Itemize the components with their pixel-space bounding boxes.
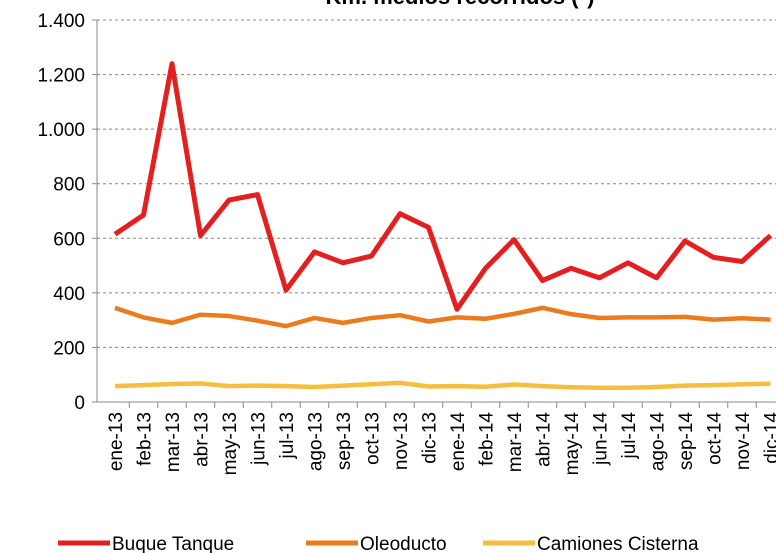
x-tick-label: jul-14: [619, 412, 640, 460]
x-tick-label: sep-14: [676, 412, 697, 471]
x-tick-label: sep-13: [334, 412, 355, 470]
y-tick-label: 1.200: [37, 66, 85, 87]
x-tick-label: ene-14: [448, 412, 469, 472]
y-tick-label: 0: [74, 393, 85, 414]
series-line: [113, 61, 773, 312]
y-tick-label: 1.400: [37, 11, 85, 32]
x-tick-label: jun-13: [249, 412, 270, 466]
x-tick-label: dic-13: [420, 412, 441, 464]
x-tick-label: mar-13: [163, 412, 184, 472]
x-tick-label: jun-14: [591, 412, 612, 466]
y-tick-label: 1.000: [37, 120, 85, 141]
legend-label: Camiones Cisterna: [537, 534, 699, 553]
legend-label: Oleoducto: [360, 534, 447, 553]
x-tick-label: ene-13: [106, 412, 127, 471]
x-tick-label: may-13: [220, 412, 241, 475]
x-tick-label: nov-14: [733, 412, 754, 471]
x-tick-label: may-14: [562, 412, 583, 476]
x-tick-label: ago-14: [648, 412, 669, 472]
y-tick-label: 800: [53, 175, 85, 196]
y-tick-label: 200: [53, 338, 85, 359]
x-tick-label: oct-13: [363, 412, 384, 465]
y-tick-label: 400: [53, 284, 85, 305]
y-tick-label: 600: [53, 229, 85, 250]
x-tick-label: mar-14: [505, 412, 526, 473]
x-tick-label: feb-14: [477, 412, 498, 466]
x-tick-label: abr-14: [534, 412, 555, 467]
legend-label: Buque Tanque: [112, 534, 234, 553]
x-tick-label: abr-13: [192, 412, 213, 467]
x-tick-label: feb-13: [135, 412, 156, 466]
x-tick-label: nov-13: [391, 412, 412, 470]
x-tick-label: ago-13: [306, 412, 327, 471]
series-line: [114, 380, 771, 391]
x-tick-label: jul-13: [277, 412, 298, 459]
series-line: [114, 305, 771, 329]
x-tick-label: oct-14: [705, 412, 726, 465]
x-tick-label: dic-14: [762, 412, 776, 464]
chart-title: Km. medios recorridos (*): [326, 0, 595, 9]
